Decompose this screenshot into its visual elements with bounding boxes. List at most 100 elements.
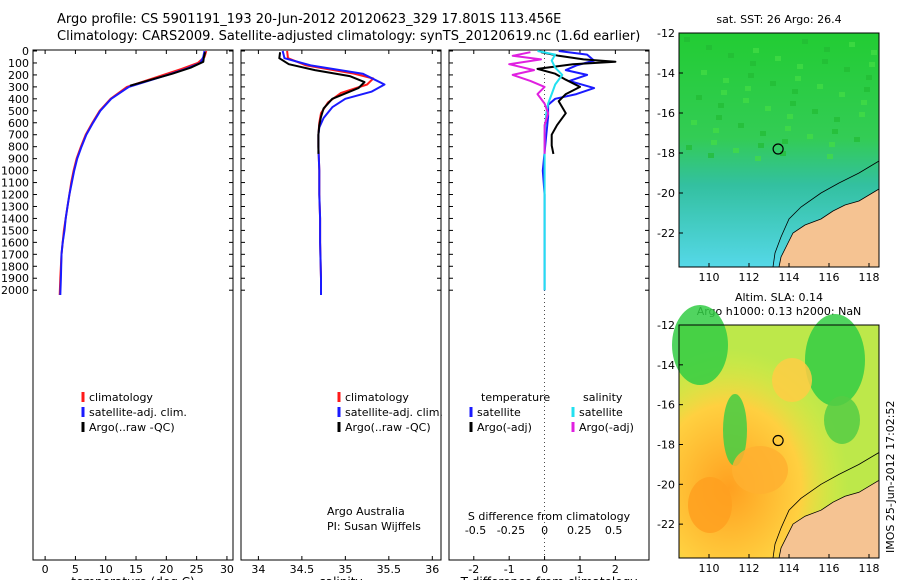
sst-pixel (753, 48, 759, 53)
lat-tick-label: -12 (657, 319, 675, 332)
difference-xlabel: T difference from climatology (460, 575, 638, 580)
sst-pixel (706, 45, 712, 50)
sst-pixel (711, 140, 717, 145)
x-tick-label: 15 (129, 563, 143, 576)
lon-tick-label: 118 (859, 562, 880, 575)
sst-pixel (822, 59, 828, 64)
sla-anomaly-blob (732, 446, 788, 494)
sst-pixel (686, 145, 692, 150)
annotation-line: Argo Australia (327, 505, 405, 518)
sst-pixel (797, 64, 803, 69)
legend-label: climatology (89, 391, 153, 404)
sst-pixel (864, 87, 870, 92)
sst-pixel (817, 84, 823, 89)
sla-anomaly-blob (772, 358, 812, 402)
salinity-axes-frame (240, 49, 442, 561)
argo-float-marker (772, 143, 784, 155)
sst-pixel (696, 95, 702, 100)
salinity-panel: 34 34.5 35 35.5 36 salinity climatology satelli… (240, 49, 443, 580)
legend-label: Argo(..raw -QC) (89, 421, 175, 434)
sst-map-panel: sat. SST: 26 Argo: 26.4 110 112 114 116 118 -1… (657, 13, 880, 284)
sst-pixel (708, 153, 714, 158)
bathymetry-contour (772, 160, 880, 268)
sst-pixel (758, 143, 764, 148)
sst-pixel (866, 75, 872, 80)
sst-pixel (775, 56, 781, 61)
x-tick-label: 34 (251, 563, 265, 576)
sst-pixel (792, 89, 798, 94)
lat-tick-label: -18 (657, 147, 675, 160)
y-tick-label: 1200 (1, 189, 29, 202)
sst-pixel (849, 42, 855, 47)
sst-pixel (827, 154, 833, 159)
lon-tick-label: 112 (739, 562, 760, 575)
lat-tick-label: -16 (657, 399, 675, 412)
sst-pixel (802, 39, 808, 44)
y-tick-label: 200 (8, 69, 29, 82)
y-tick-label: 1400 (1, 212, 29, 225)
y-tick-label: 1300 (1, 200, 29, 213)
lat-tick-label: -22 (657, 518, 675, 531)
sst-pixel (723, 78, 729, 83)
y-tick-label: 900 (8, 153, 29, 166)
temperature-panel: 051015202530temperature (deg C)010020030… (1, 45, 234, 580)
sst-pixel (691, 120, 697, 125)
series-temperature-argo-adj- (536, 51, 617, 155)
sst-pixel (834, 117, 840, 122)
lat-tick-label: -22 (657, 227, 675, 240)
sst-pixel (787, 114, 793, 119)
sst-pixel (824, 47, 830, 52)
sst-pixel (745, 86, 751, 91)
header-line-2: Climatology: CARS2009. Satellite-adjuste… (57, 29, 640, 44)
sst-pixel (780, 151, 786, 156)
sst-pixel (829, 142, 835, 147)
lon-tick-label: 118 (859, 271, 880, 284)
bathymetry-contour (772, 452, 880, 559)
lat-tick-label: -14 (657, 359, 675, 372)
x-tick-label: 5 (72, 563, 79, 576)
annotation-line: PI: Susan Wijffels (327, 520, 421, 533)
x-tick-label: 0 (42, 563, 49, 576)
sst-pixel (790, 101, 796, 106)
y-tick-label: 1000 (1, 165, 29, 178)
legend-label: satellite-adj. clim. (89, 406, 187, 419)
lon-tick-label: 110 (699, 562, 720, 575)
legend-label: Argo(-adj) (579, 421, 634, 434)
sst-pixel (716, 115, 722, 120)
sst-pixel (869, 62, 875, 67)
series-satellite-adj-clim- (281, 50, 386, 295)
temperature-xlabel: temperature (deg C) (71, 575, 194, 580)
sla-anomaly-blob (723, 394, 747, 466)
y-tick-label: 1600 (1, 236, 29, 249)
sst-pixel (832, 129, 838, 134)
lon-tick-label: 116 (819, 271, 840, 284)
y-tick-label: 2000 (1, 284, 29, 297)
x-tick-label: 30 (220, 563, 234, 576)
lat-tick-label: -18 (657, 438, 675, 451)
difference-axes-frame (448, 49, 650, 561)
legend-label: satellite-adj. clim. (345, 406, 443, 419)
x-tick-label: 36 (425, 563, 439, 576)
s-diff-tick-label: -0.5 (465, 524, 486, 537)
sst-pixel (839, 92, 845, 97)
lon-tick-label: 112 (739, 271, 760, 284)
s-diff-axis-label: S difference from climatology (468, 510, 631, 523)
temperature-axes-frame (32, 49, 234, 561)
sla-anomaly-blob (805, 314, 865, 406)
sst-pixel (795, 76, 801, 81)
x-tick-label: 34.5 (290, 563, 315, 576)
x-tick-label: 0 (541, 563, 548, 576)
sst-pixel (728, 53, 734, 58)
sst-pixel (812, 109, 818, 114)
argo-float-marker (772, 434, 784, 447)
sst-pixel (760, 131, 766, 136)
sla-anomaly-blob (688, 477, 732, 533)
series-argo-raw-qc- (129, 51, 207, 87)
y-tick-label: 1900 (1, 272, 29, 285)
sla-anomaly-blob (672, 305, 728, 385)
y-tick-label: 300 (8, 81, 29, 94)
x-tick-label: 35 (338, 563, 352, 576)
legend-label: satellite (477, 406, 521, 419)
